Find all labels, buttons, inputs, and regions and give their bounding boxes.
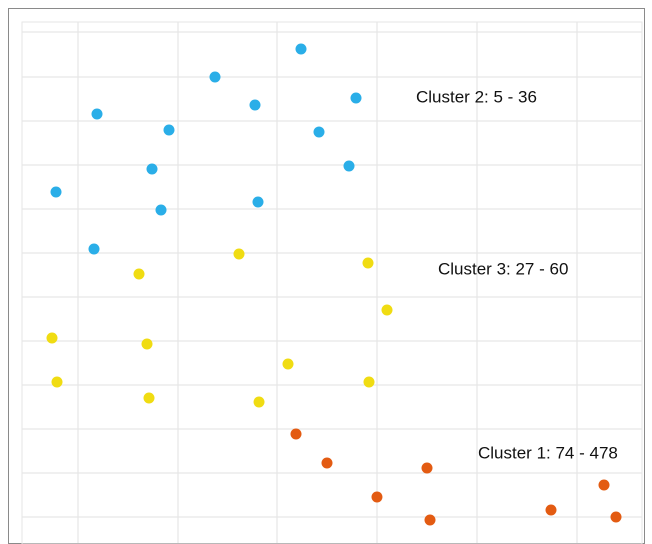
point: [133, 268, 145, 280]
cluster-label: Cluster 2: 5 - 36: [416, 87, 537, 106]
point: [371, 491, 383, 503]
point: [313, 126, 325, 138]
point: [610, 511, 622, 523]
point: [282, 358, 294, 370]
frame: [8, 8, 645, 544]
point: [350, 92, 362, 104]
point: [143, 392, 155, 404]
cluster-label: Cluster 1: 74 - 478: [478, 443, 618, 462]
point: [381, 304, 393, 316]
point: [51, 376, 63, 388]
point: [545, 504, 557, 516]
point: [88, 243, 100, 255]
point: [321, 457, 333, 469]
point: [155, 204, 167, 216]
point: [163, 124, 175, 136]
point: [295, 43, 307, 55]
point: [421, 462, 433, 474]
point: [252, 196, 264, 208]
point: [362, 257, 374, 269]
point: [233, 248, 245, 260]
point: [91, 108, 103, 120]
point: [424, 514, 436, 526]
point: [253, 396, 265, 408]
point: [363, 376, 375, 388]
point: [249, 99, 261, 111]
plot-area: [21, 21, 643, 544]
point: [598, 479, 610, 491]
point: [209, 71, 221, 83]
point: [343, 160, 355, 172]
point: [290, 428, 302, 440]
point: [141, 338, 153, 350]
point: [146, 163, 158, 175]
point: [46, 332, 58, 344]
point: [50, 186, 62, 198]
cluster-label: Cluster 3: 27 - 60: [438, 259, 568, 278]
